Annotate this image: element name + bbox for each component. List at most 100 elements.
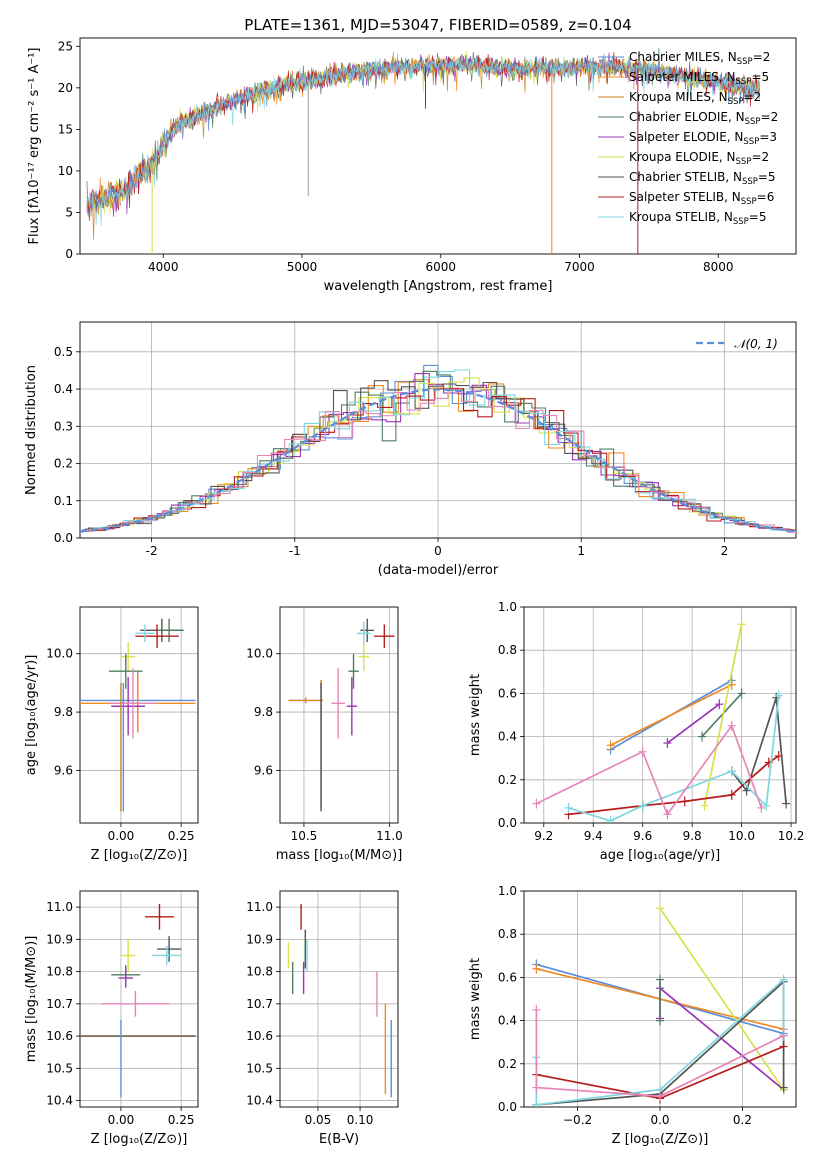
- x-tick-label: 6000: [426, 260, 457, 274]
- y-tick-label: 5: [65, 205, 73, 219]
- weight-line-kroupa_elodie: [703, 624, 743, 806]
- legend-normal-label: 𝒩(0, 1): [734, 337, 778, 351]
- x-tick-label: 0.00: [108, 1113, 135, 1127]
- x-tick-label: 8000: [703, 260, 734, 274]
- x-tick-label: 10.5: [291, 829, 318, 843]
- y-tick-label: 10.8: [246, 965, 273, 979]
- y-tick-label: 0.6: [498, 970, 517, 984]
- x-axis-label: age [log₁₀(age/yr)]: [600, 848, 721, 863]
- weight-vs-age-panel: 9.2 9.4 9.6 9.8 10.0 10.2 0.0 0.2 0.4 0.6 0.8 1.0 ag…: [468, 600, 804, 863]
- x-axis-label: (data-model)/error: [378, 563, 499, 578]
- y-tick-label: 10.4: [46, 1094, 73, 1108]
- y-tick-label: 10.0: [46, 647, 73, 661]
- x-tick-label: 11.0: [376, 829, 403, 843]
- y-tick-label: 0.4: [54, 382, 73, 396]
- x-tick-label: 0.2: [733, 1113, 752, 1127]
- x-tick-label: 0.00: [108, 829, 135, 843]
- spectrum-line-kroupa_stelib: [86, 53, 760, 227]
- histograms: [80, 364, 796, 534]
- weight-line-salpeter_elodie: [666, 703, 720, 744]
- y-tick-label: 10.9: [46, 932, 73, 946]
- spectrum-legend: Chabrier MILES, NSSP=2 Salpeter MILES, NS…: [598, 50, 778, 227]
- y-tick-label: 25: [58, 39, 73, 53]
- y-tick-label: 1.0: [498, 884, 517, 898]
- y-tick-label: 11.0: [246, 900, 273, 914]
- weight-line-chabrier_elodie: [701, 692, 743, 738]
- y-tick-label: 0.0: [498, 1100, 517, 1114]
- weight-vs-Z-lines: [532, 903, 788, 1107]
- axes-frame: [79, 37, 797, 255]
- y-tick-label: 0.4: [498, 730, 517, 744]
- x-tick-label: -2: [146, 544, 158, 558]
- axes-frame: [279, 890, 399, 1108]
- x-tick-label: 10.2: [778, 829, 805, 843]
- y-axis-label: Flux [fλ10⁻¹⁷ erg cm⁻² s⁻¹ A⁻¹]: [27, 48, 42, 245]
- y-tick-label: 10.6: [246, 1029, 273, 1043]
- weight-vs-age-lines: [532, 619, 791, 823]
- histogram-chabrier_stelib: [80, 380, 796, 534]
- x-tick-label: 10.0: [728, 829, 755, 843]
- x-axis-label: E(B-V): [319, 1132, 359, 1147]
- age-vs-Z-points: [80, 618, 196, 812]
- y-tick-label: 9.8: [54, 705, 73, 719]
- x-tick-label: -1: [289, 544, 301, 558]
- x-tick-label: 9.8: [683, 829, 702, 843]
- age-vs-mass-points: [288, 618, 395, 812]
- y-tick-label: 0.6: [498, 686, 517, 700]
- legend-label-chabrier_elodie: Chabrier ELODIE, NSSP=2: [629, 110, 778, 127]
- weight-vs-Z-panel: −0.2 0.0 0.2 0.0 0.2 0.4 0.6 0.8 1.0 Z [log₁₀(Z/Z…: [468, 884, 797, 1147]
- y-tick-label: 11.0: [46, 900, 73, 914]
- mass-vs-Z-points: [80, 903, 196, 1098]
- x-tick-label: 5000: [287, 260, 318, 274]
- y-tick-label: 10.4: [246, 1094, 273, 1108]
- y-tick-label: 15: [58, 122, 73, 136]
- axes-frame: [279, 606, 399, 824]
- histogram-pink: [80, 388, 796, 533]
- legend-label-salpeter_miles: Salpeter MILES, NSSP=5: [629, 70, 769, 87]
- x-tick-label: 0.0: [650, 1113, 669, 1127]
- x-tick-label: 1: [577, 544, 585, 558]
- y-axis-label: mass [log₁₀(M/M⊙)]: [24, 936, 39, 1063]
- y-tick-label: 1.0: [498, 600, 517, 614]
- x-tick-label: 9.2: [534, 829, 553, 843]
- legend-label-kroupa_stelib: Kroupa STELIB, NSSP=5: [629, 210, 767, 227]
- weight-line-chabrier_stelib: [731, 697, 787, 804]
- y-tick-label: 0.0: [54, 531, 73, 545]
- mass-vs-Z-panel: 0.00 0.25 10.4 10.5 10.6 10.7 10.8 10.9 11.0 Z [l…: [24, 890, 199, 1147]
- mass-vs-EBV-panel: 0.05 0.10 10.4 10.5 10.6 10.7 10.8 10.9 11.0 E(B-…: [246, 890, 399, 1147]
- x-axis-label: Z [log₁₀(Z/Z⊙)]: [91, 1132, 188, 1147]
- x-tick-label: 9.6: [633, 829, 652, 843]
- y-tick-label: 0.4: [498, 1014, 517, 1028]
- spectrum-panel: 4000 5000 6000 7000 8000 0 5 10 15 20 25 wavelength…: [27, 37, 797, 294]
- figure-title: PLATE=1361, MJD=53047, FIBERID=0589, z=0…: [244, 16, 631, 34]
- y-axis-label: mass weight: [468, 674, 483, 756]
- y-tick-label: 20: [58, 81, 73, 95]
- y-tick-label: 0.8: [498, 927, 517, 941]
- y-axis-label: Normed distribution: [24, 365, 39, 495]
- x-axis-label: Z [log₁₀(Z/Z⊙)]: [612, 1132, 709, 1147]
- x-tick-label: 0.05: [305, 1113, 332, 1127]
- y-tick-label: 10.8: [46, 965, 73, 979]
- y-tick-label: 9.8: [254, 705, 273, 719]
- y-tick-label: 0.8: [498, 643, 517, 657]
- x-tick-label: 0.25: [168, 829, 195, 843]
- y-tick-label: 10.5: [46, 1061, 73, 1075]
- axes-frame: [79, 321, 797, 539]
- x-tick-label: 9.4: [584, 829, 603, 843]
- weight-line-pink: [535, 1009, 784, 1098]
- y-tick-label: 9.6: [254, 763, 273, 777]
- legend-label-kroupa_elodie: Kroupa ELODIE, NSSP=2: [629, 150, 769, 167]
- axes-frame: [79, 890, 199, 1108]
- axes-frame: [79, 606, 199, 824]
- normal-curve: [80, 388, 796, 533]
- spectrum-lines: [86, 47, 760, 254]
- residual-panel: -2 -1 0 1 2 0.0 0.1 0.2 0.3 0.4 0.5 (data-model)/er…: [24, 321, 797, 578]
- y-tick-label: 10.9: [246, 932, 273, 946]
- x-axis-label: wavelength [Angstrom, rest frame]: [324, 279, 553, 294]
- weight-line-kroupa_elodie: [659, 907, 785, 1091]
- x-tick-label: 0.10: [347, 1113, 374, 1127]
- y-tick-label: 10.5: [246, 1061, 273, 1075]
- axes-frame: [523, 606, 797, 824]
- y-tick-label: 10.0: [246, 647, 273, 661]
- y-tick-label: 0.5: [54, 345, 73, 359]
